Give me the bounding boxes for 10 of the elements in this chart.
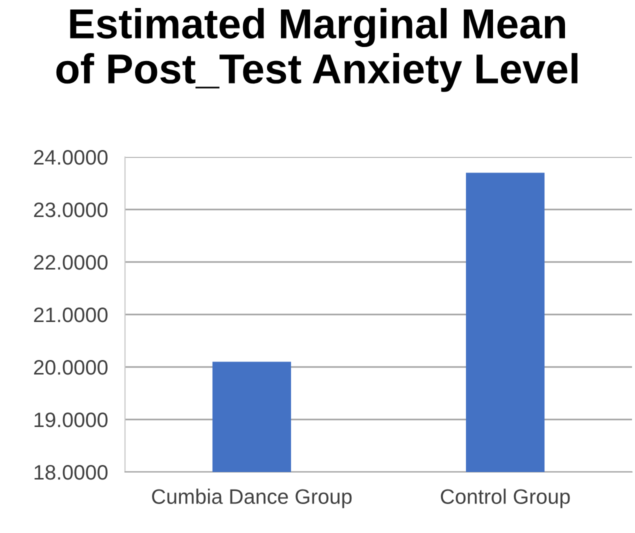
x-tick-label: Control Group: [440, 488, 570, 508]
y-tick-label: 24.0000: [34, 150, 108, 165]
y-tick-label: 20.0000: [34, 360, 108, 375]
y-tick-label: 23.0000: [34, 202, 108, 218]
y-tick-label: 22.0000: [34, 255, 108, 270]
y-tick-label: 21.0000: [34, 308, 108, 322]
x-tick-label: Cumbia Dance Group: [152, 488, 352, 508]
chart-title: Estimated Marginal Mean of Post_Test Anxiety Level: [56, 8, 578, 92]
y-tick-label: 18.0000: [34, 465, 108, 480]
y-tick-label: 19.0000: [34, 412, 108, 428]
